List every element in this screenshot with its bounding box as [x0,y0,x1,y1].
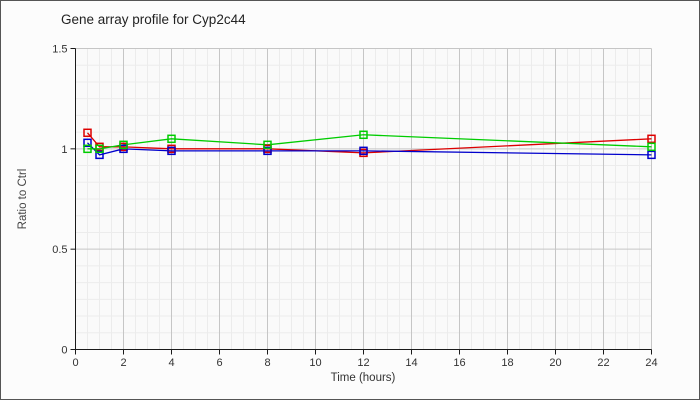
y-tick-label: 0 [61,345,67,357]
x-tick-label: 18 [501,357,513,369]
x-tick-label: 24 [645,357,657,369]
x-tick-label: 0 [72,357,78,369]
x-axis-label: Time (hours) [330,372,396,384]
series-red-marker [647,134,656,144]
series-blue-marker [263,146,272,156]
y-tick-label: 1.5 [52,44,67,56]
series-red-marker [83,128,92,138]
x-tick-label: 14 [405,357,417,369]
x-tick-label: 10 [309,357,321,369]
chart-title: Gene array profile for Cyp2c44 [61,12,246,27]
series-green-marker [263,140,272,150]
x-tick-label: 6 [216,357,222,369]
x-tick-label: 8 [264,357,270,369]
series-blue-marker [167,146,176,156]
x-tick-label: 22 [597,357,609,369]
series-red-line [87,132,652,154]
series-blue-marker [95,150,104,160]
y-tick-label: 1 [61,144,67,156]
y-tick-label: 0.5 [52,244,67,256]
x-tick-label: 2 [120,357,126,369]
series-green-marker [119,140,128,150]
x-tick-label: 4 [168,357,174,369]
series-green-marker [95,144,104,154]
series-green-marker [83,144,92,154]
series-green-marker [167,134,176,144]
series-blue-marker [647,150,656,160]
x-tick-label: 12 [357,357,369,369]
series-blue-marker [359,146,368,156]
series-green-marker [359,130,368,140]
series-green-marker [647,142,656,152]
series-blue-line [87,142,652,156]
x-tick-label: 16 [453,357,465,369]
series-green-line [87,134,652,150]
x-tick-label: 20 [549,357,561,369]
series-blue-marker [83,138,92,148]
